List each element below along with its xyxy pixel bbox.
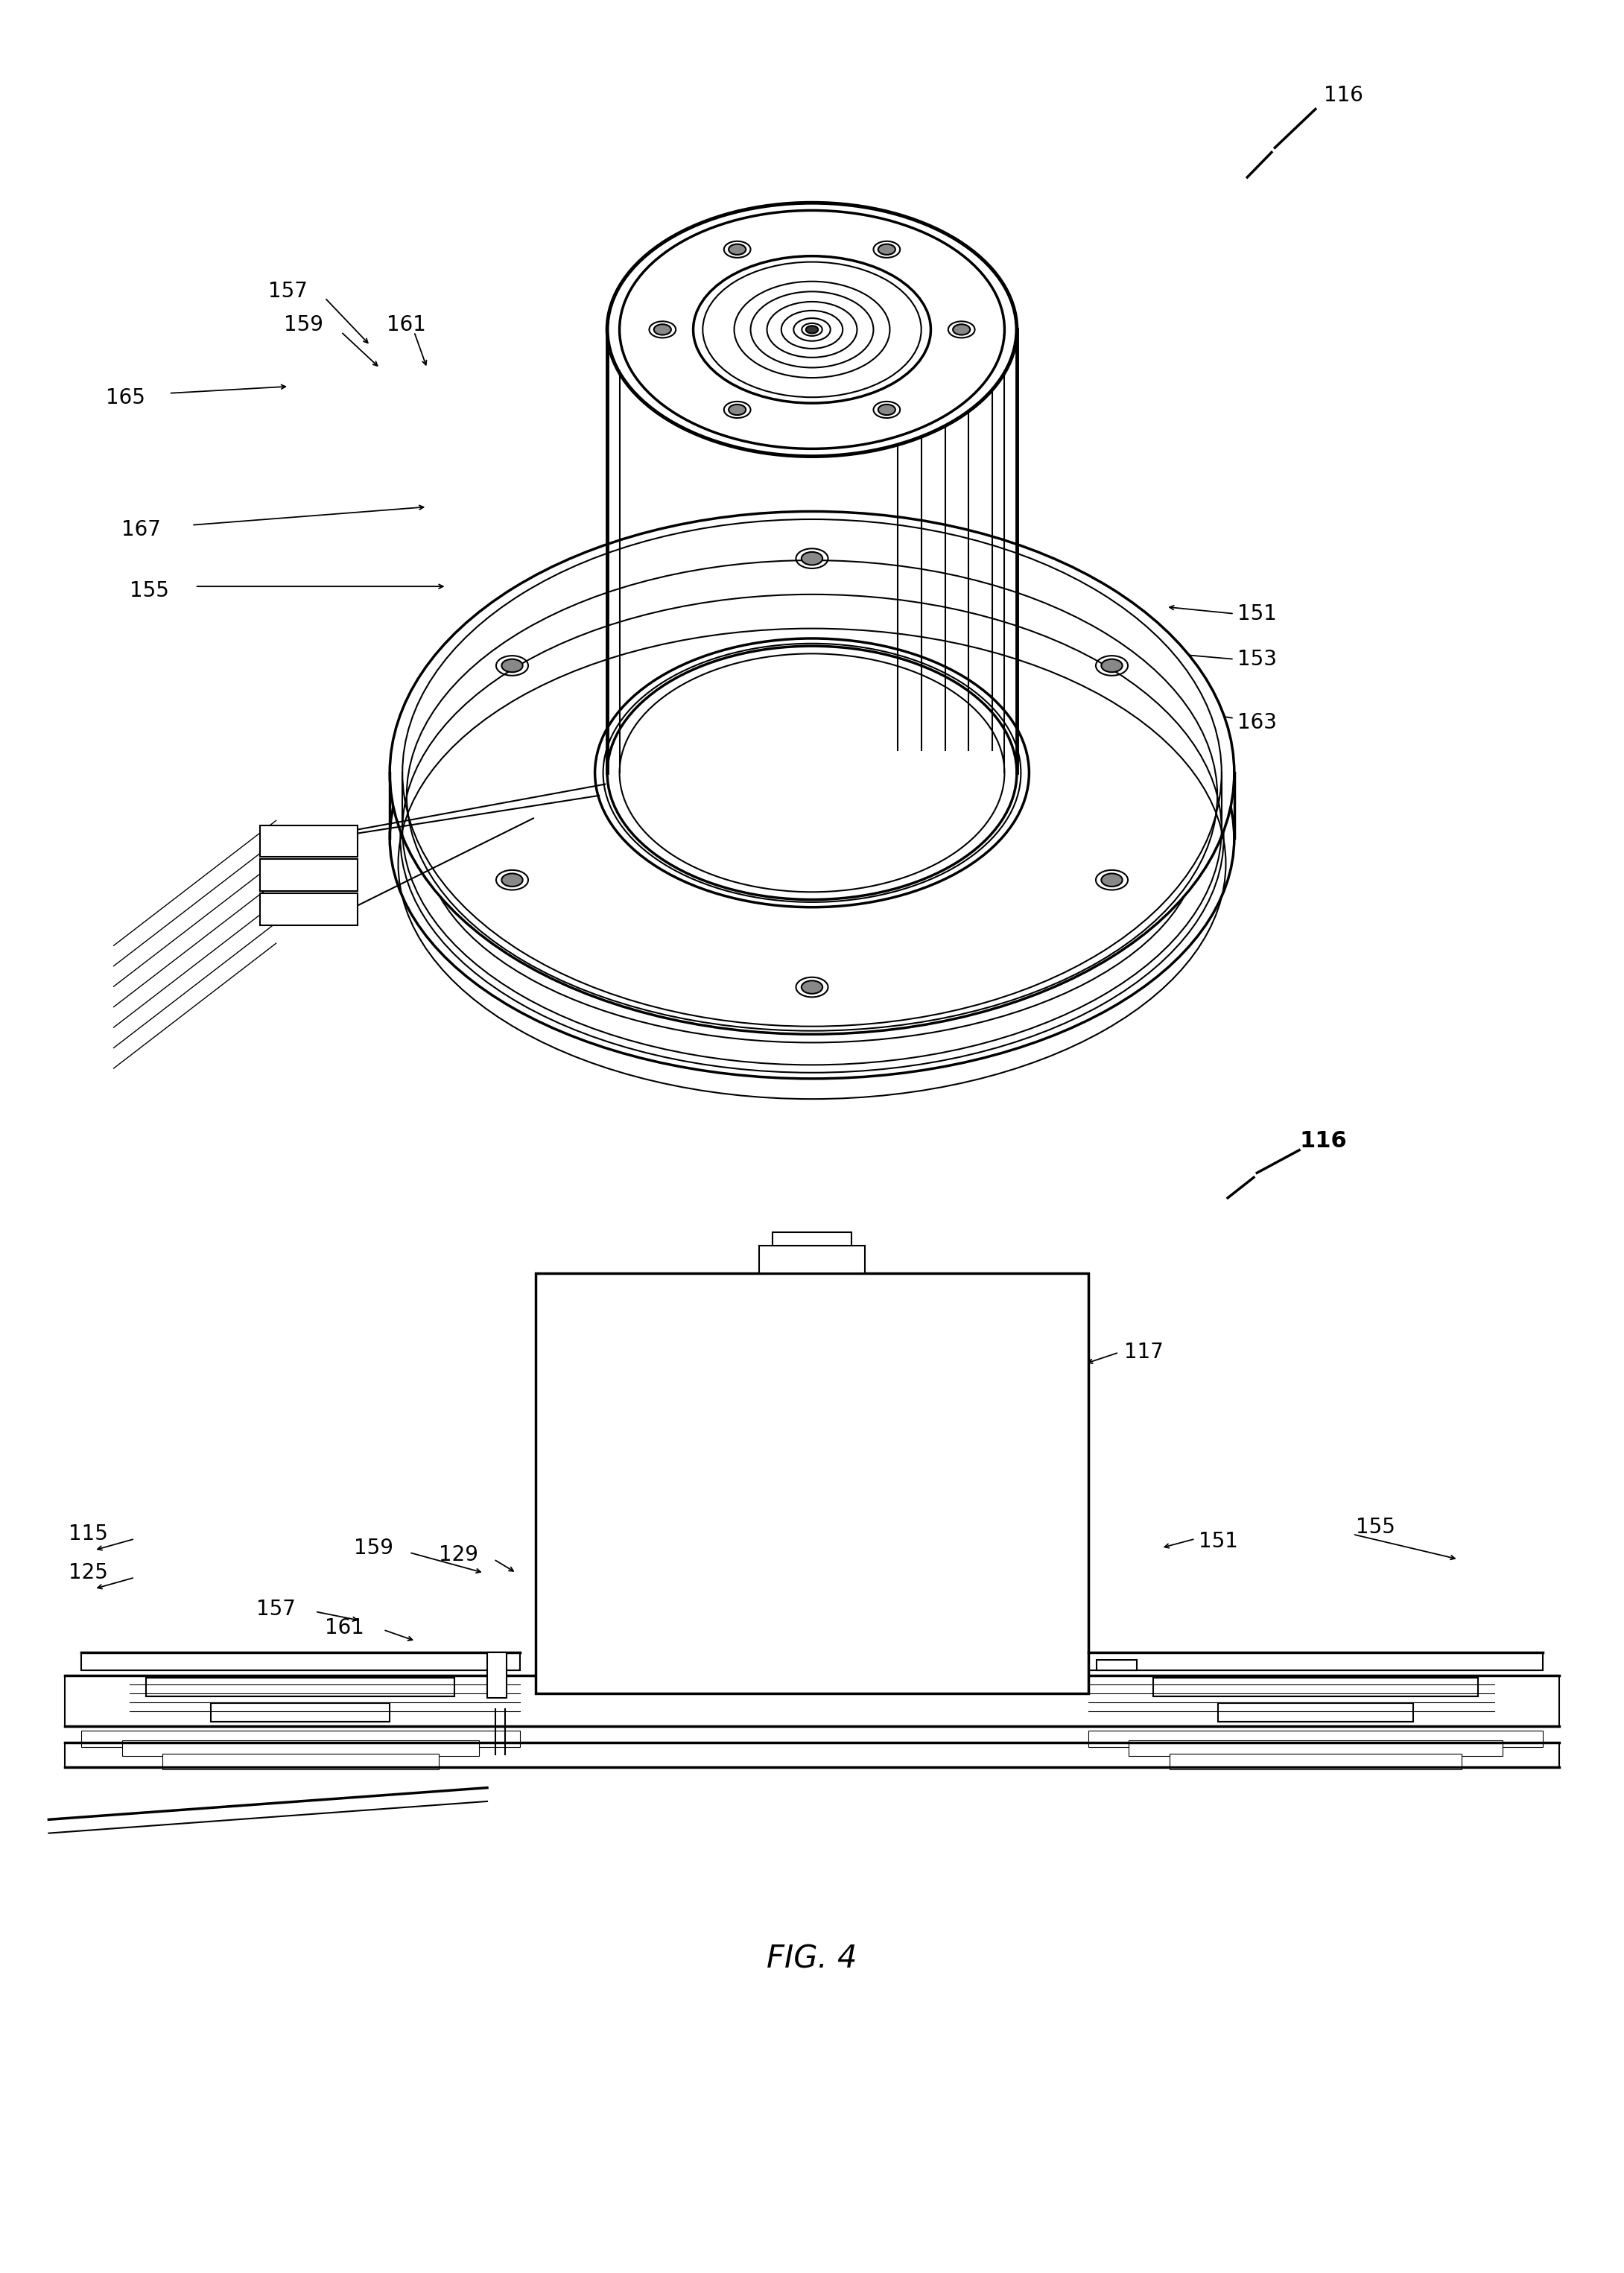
Bar — [1088, 1652, 1543, 1671]
Ellipse shape — [1101, 873, 1122, 886]
Bar — [487, 1652, 507, 1698]
Text: FIG. 3: FIG. 3 — [767, 996, 857, 1027]
Ellipse shape — [603, 643, 1021, 902]
Text: 125: 125 — [68, 1562, 107, 1584]
Text: FIG. 4: FIG. 4 — [767, 1943, 857, 1975]
Ellipse shape — [607, 202, 1017, 457]
Ellipse shape — [390, 511, 1234, 1034]
Bar — [260, 859, 357, 891]
Text: 161: 161 — [387, 314, 425, 336]
Text: 153: 153 — [1237, 648, 1276, 671]
Text: 116: 116 — [1299, 1130, 1346, 1152]
Text: 157: 157 — [268, 280, 307, 302]
Text: 129: 129 — [438, 1543, 477, 1566]
Ellipse shape — [594, 639, 1030, 907]
Bar — [1153, 1677, 1478, 1696]
Text: 151: 151 — [1237, 602, 1276, 625]
Bar — [260, 825, 357, 857]
Ellipse shape — [729, 243, 745, 255]
Ellipse shape — [802, 552, 823, 566]
Ellipse shape — [502, 659, 523, 673]
Bar — [162, 1755, 438, 1768]
Text: 115: 115 — [68, 1523, 107, 1546]
Bar — [1129, 1741, 1502, 1755]
Text: 151: 151 — [1199, 1530, 1237, 1552]
Bar — [1088, 1732, 1543, 1746]
Text: 159: 159 — [354, 1537, 393, 1559]
Bar — [146, 1677, 455, 1696]
Text: 167: 167 — [122, 518, 161, 541]
Text: 159: 159 — [284, 314, 323, 336]
Text: 117: 117 — [853, 250, 892, 273]
Ellipse shape — [390, 598, 1234, 1080]
Bar — [1096, 1659, 1137, 1671]
Bar — [773, 1232, 853, 1246]
Ellipse shape — [953, 325, 970, 334]
Ellipse shape — [729, 405, 745, 416]
Ellipse shape — [693, 257, 931, 402]
Ellipse shape — [703, 261, 921, 398]
Ellipse shape — [619, 211, 1005, 448]
Text: 117: 117 — [1124, 1341, 1163, 1364]
Ellipse shape — [879, 405, 895, 416]
Ellipse shape — [1101, 659, 1122, 673]
Ellipse shape — [654, 325, 671, 334]
Ellipse shape — [806, 325, 818, 334]
Ellipse shape — [403, 518, 1221, 1027]
Bar — [81, 1732, 520, 1746]
Bar — [1169, 1755, 1462, 1768]
Bar — [65, 1675, 1559, 1727]
Bar — [536, 1273, 1088, 1693]
Bar — [122, 1741, 479, 1755]
Ellipse shape — [502, 873, 523, 886]
Text: 116: 116 — [1324, 84, 1363, 107]
Text: 165: 165 — [106, 386, 145, 409]
Bar — [1218, 1702, 1413, 1721]
Bar — [260, 893, 357, 925]
Text: 155: 155 — [1356, 1516, 1395, 1539]
Bar — [81, 1652, 520, 1671]
Text: 161: 161 — [325, 1616, 364, 1639]
Ellipse shape — [879, 243, 895, 255]
Bar — [211, 1702, 390, 1721]
Ellipse shape — [801, 980, 822, 993]
Text: 163: 163 — [1237, 711, 1276, 734]
Text: 157: 157 — [257, 1598, 296, 1621]
Ellipse shape — [401, 605, 1224, 1073]
Bar — [760, 1246, 864, 1273]
Bar — [65, 1743, 1559, 1768]
Text: 155: 155 — [130, 580, 169, 602]
